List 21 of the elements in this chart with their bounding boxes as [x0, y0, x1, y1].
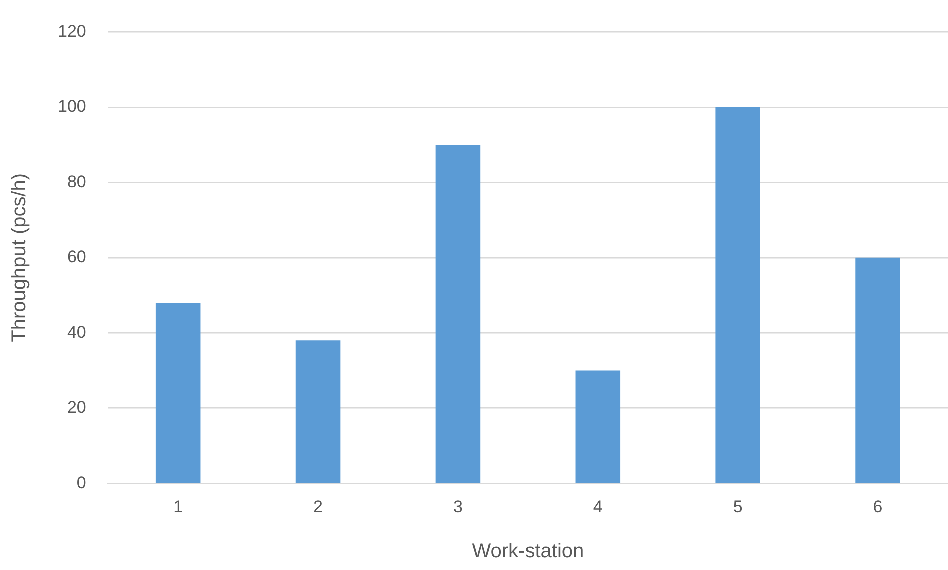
bar: [296, 340, 341, 483]
y-tick-label: 100: [58, 97, 86, 116]
bar: [576, 370, 621, 483]
x-tick-label: 5: [733, 497, 743, 516]
bar: [436, 145, 481, 483]
y-tick-label: 80: [67, 172, 86, 192]
y-tick-label: 20: [67, 398, 86, 418]
bar: [856, 258, 900, 483]
y-tick-label: 0: [76, 473, 86, 492]
x-tick-label: 3: [453, 497, 463, 516]
x-tick-label: 4: [593, 497, 603, 516]
x-tick-label: 6: [873, 497, 883, 516]
y-tick-label: 40: [67, 322, 86, 342]
y-tick-label: 120: [58, 22, 86, 41]
x-tick-label: 1: [174, 497, 184, 516]
x-axis-title: Work-station: [472, 540, 584, 563]
bar: [716, 107, 760, 483]
y-tick-label: 60: [67, 248, 86, 267]
bar: [156, 303, 201, 483]
x-tick-label: 2: [314, 497, 324, 516]
y-axis-title: Throughput (pcs/h): [8, 173, 31, 342]
